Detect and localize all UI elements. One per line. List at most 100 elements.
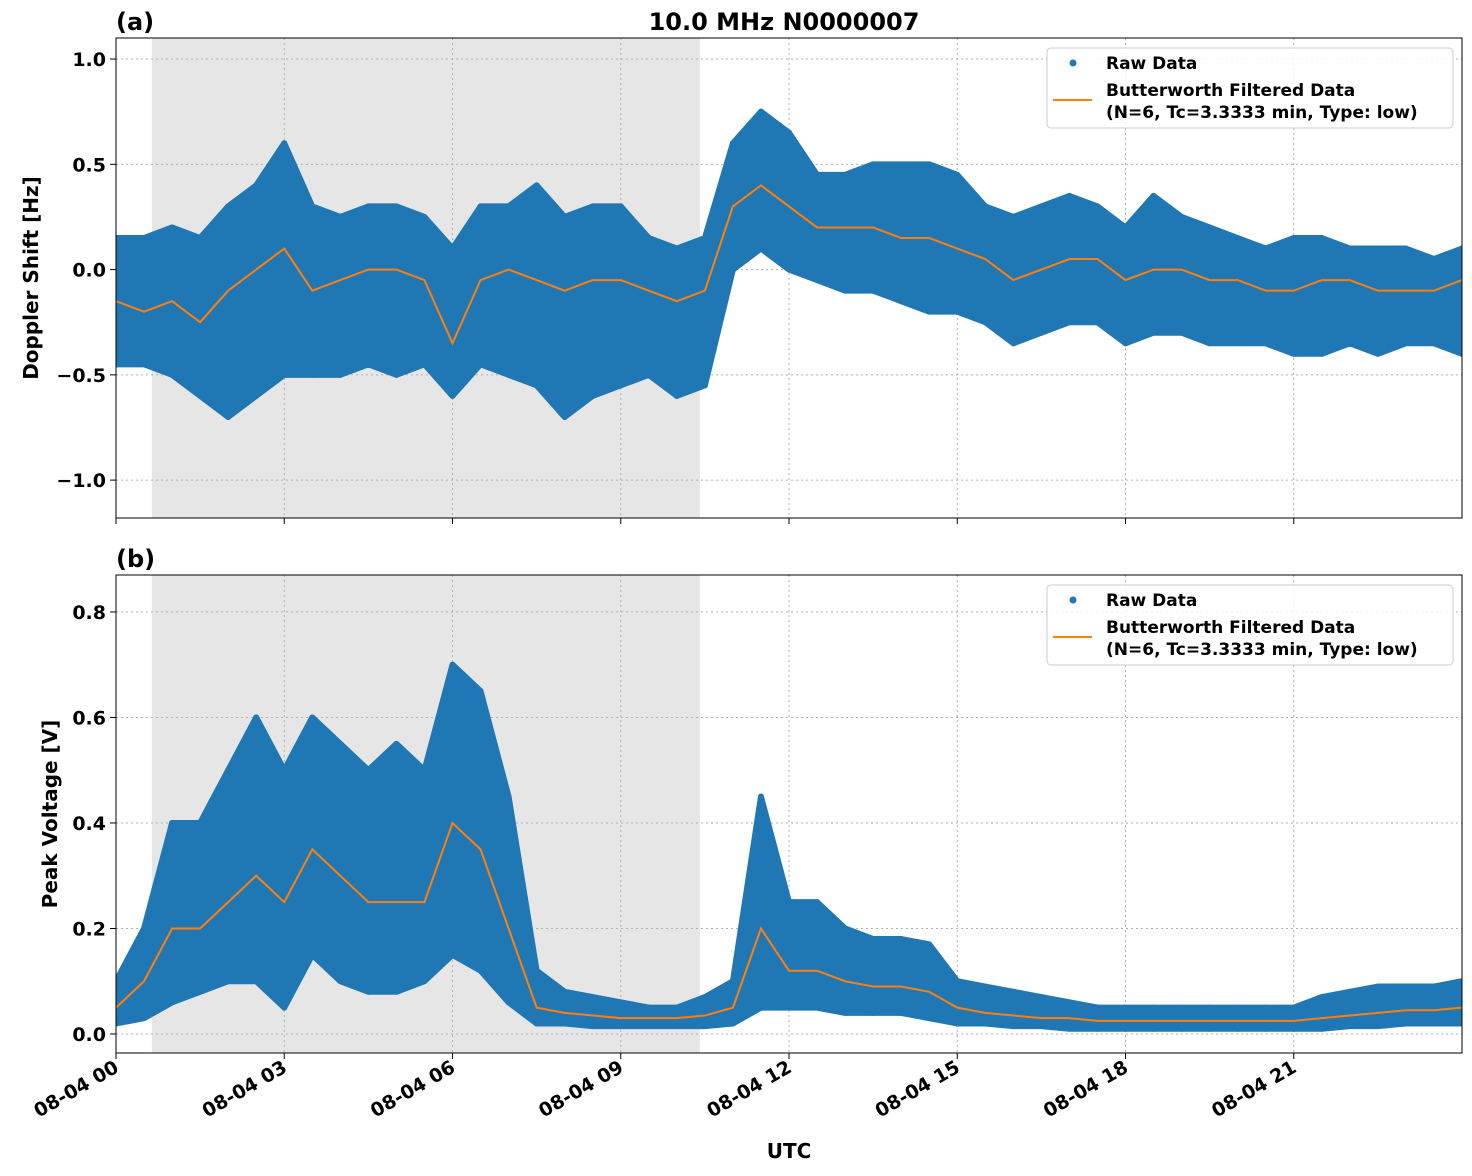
raw-data-point <box>533 1020 540 1027</box>
raw-data-point <box>870 1009 877 1016</box>
raw-data-point <box>281 767 288 774</box>
raw-data-point <box>729 266 736 273</box>
y-tick-label: 0.0 <box>72 1024 106 1046</box>
legend-raw-label: Raw Data <box>1106 54 1197 74</box>
raw-data-point <box>1262 1004 1269 1011</box>
raw-data-point <box>1038 1023 1045 1030</box>
raw-data-point <box>926 1015 933 1022</box>
raw-data-point <box>898 936 905 943</box>
raw-data-point <box>1318 1025 1325 1032</box>
raw-data-point <box>225 413 232 420</box>
raw-data-point <box>1346 1023 1353 1030</box>
raw-data-point <box>1094 203 1101 210</box>
raw-data-point <box>617 1023 624 1030</box>
y-tick-label: 0.2 <box>72 918 106 940</box>
raw-data-point <box>253 182 260 189</box>
raw-data-point <box>870 936 877 943</box>
raw-data-point <box>421 978 428 985</box>
raw-data-point <box>954 1020 961 1027</box>
raw-data-point <box>954 978 961 985</box>
legend-filtered-params: (N=6, Tc=3.3333 min, Type: low) <box>1106 640 1418 660</box>
raw-data-point <box>898 1009 905 1016</box>
raw-data-point <box>898 161 905 168</box>
raw-data-point <box>561 413 568 420</box>
raw-data-point <box>1346 245 1353 252</box>
raw-data-point <box>589 392 596 399</box>
raw-data-point <box>253 714 260 721</box>
raw-data-point <box>926 161 933 168</box>
raw-data-point <box>533 382 540 389</box>
raw-data-point <box>309 951 316 958</box>
raw-data-point <box>505 999 512 1006</box>
raw-data-point <box>954 308 961 315</box>
x-tick-label: 08-04 15 <box>871 1056 963 1122</box>
raw-data-point <box>589 1023 596 1030</box>
raw-data-point <box>449 661 456 668</box>
raw-data-point <box>1374 350 1381 357</box>
raw-data-point <box>197 392 204 399</box>
filtered-data-line <box>116 184 1462 346</box>
legend-raw-marker <box>1069 596 1077 604</box>
x-axis-label: UTC <box>767 1139 812 1163</box>
x-tick-label: 08-04 09 <box>535 1056 627 1122</box>
panel-b: 0.0 0.2 0.4 0.6 0.8 08-04 00 08-04 03 08-04 06 0… <box>30 545 1463 1122</box>
raw-data-point <box>309 371 316 378</box>
raw-data-point <box>617 382 624 389</box>
plot-area <box>116 661 1462 1032</box>
filtered-data-line <box>116 821 1462 1022</box>
raw-data-point <box>449 245 456 252</box>
raw-data-point <box>673 392 680 399</box>
raw-data-point <box>814 277 821 284</box>
raw-data-point <box>449 951 456 958</box>
raw-data-point <box>1402 983 1409 990</box>
raw-data-point <box>197 819 204 826</box>
raw-data-point <box>870 287 877 294</box>
legend-filtered-params: (N=6, Tc=3.3333 min, Type: low) <box>1106 103 1418 123</box>
raw-data-point <box>982 1020 989 1027</box>
raw-data-point <box>1066 999 1073 1006</box>
raw-data-point <box>1094 1004 1101 1011</box>
x-tick-label: 08-04 06 <box>367 1056 459 1122</box>
raw-data-point <box>617 999 624 1006</box>
raw-data-point <box>309 203 316 210</box>
raw-data-point <box>645 1004 652 1011</box>
raw-data-point <box>1234 1025 1241 1032</box>
raw-data-point <box>365 988 372 995</box>
raw-data-point <box>1374 983 1381 990</box>
raw-data-point <box>1010 1023 1017 1030</box>
raw-data-point <box>505 371 512 378</box>
raw-data-point <box>477 688 484 695</box>
x-tick-label: 08-04 03 <box>198 1056 290 1122</box>
raw-data-point <box>926 941 933 948</box>
raw-data-point <box>1262 340 1269 347</box>
legend-filtered-label: Butterworth Filtered Data <box>1106 81 1355 101</box>
raw-data-point <box>1402 1020 1409 1027</box>
panel-label: (b) <box>116 545 155 573</box>
raw-data-point <box>1262 245 1269 252</box>
raw-data-point <box>1290 235 1297 241</box>
raw-data-point <box>982 203 989 210</box>
raw-data-point <box>1402 245 1409 252</box>
raw-data-point <box>393 371 400 378</box>
raw-data-point <box>589 203 596 210</box>
raw-data-point <box>757 245 764 252</box>
raw-data-point <box>1150 329 1157 336</box>
legend-raw-label: Raw Data <box>1106 591 1197 611</box>
raw-data-point <box>1038 329 1045 336</box>
raw-data-point <box>1010 213 1017 220</box>
raw-data-point <box>1066 319 1073 326</box>
raw-data-point <box>1290 1025 1297 1032</box>
raw-data-point <box>870 161 877 168</box>
y-axis-label: Doppler Shift [Hz] <box>19 176 43 380</box>
raw-data-point <box>898 298 905 305</box>
raw-data-point <box>281 140 288 147</box>
raw-data-point <box>1346 340 1353 347</box>
raw-data-point <box>1459 978 1462 985</box>
raw-data-point <box>673 1023 680 1030</box>
raw-data-point <box>365 767 372 774</box>
raw-data-point <box>393 203 400 210</box>
y-tick-label: 0.4 <box>72 813 106 835</box>
raw-data-point <box>477 203 484 210</box>
raw-data-point <box>757 793 764 800</box>
raw-data-point <box>533 182 540 189</box>
